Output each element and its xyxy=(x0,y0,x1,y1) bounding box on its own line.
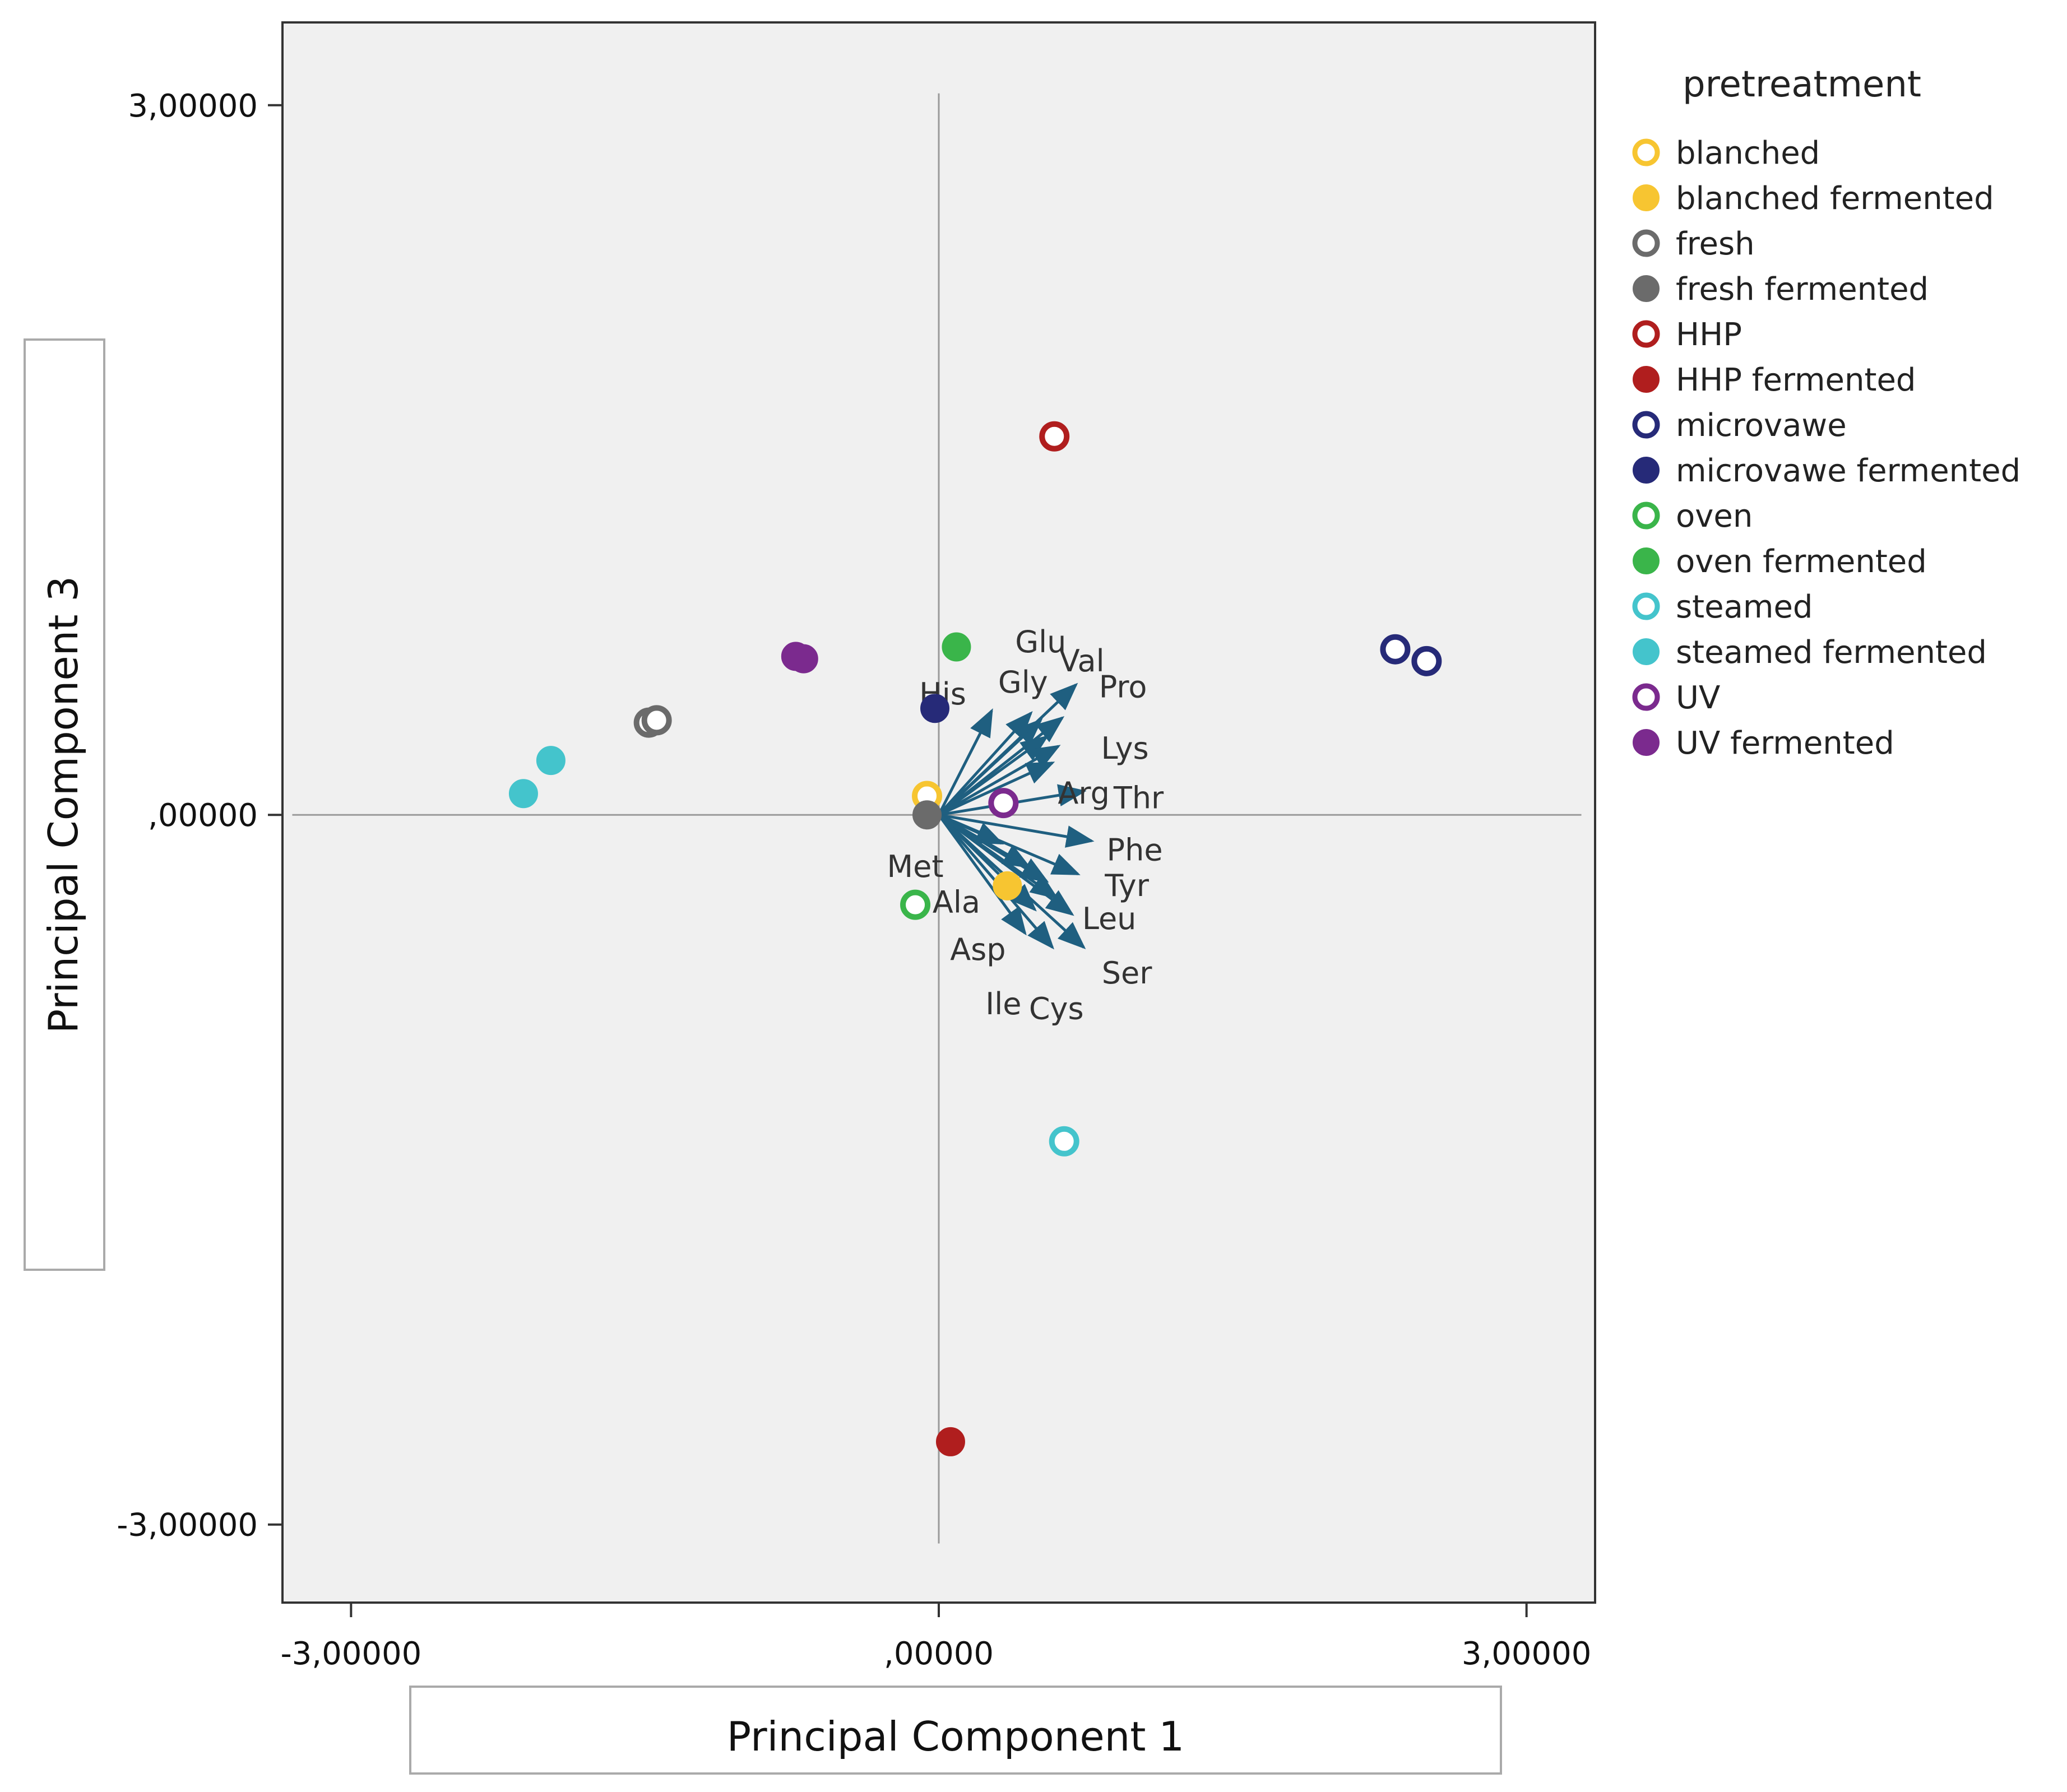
loading-label-thr: Thr xyxy=(1113,781,1164,816)
loading-arrow-lys xyxy=(938,735,1049,816)
loading-arrow-arg xyxy=(938,745,1061,816)
legend-label-microvawe-fermented: microvawe fermented xyxy=(1676,453,2020,489)
x-axis-title-box: Principal Component 1 xyxy=(409,1686,1502,1775)
legend-label-oven: oven xyxy=(1676,498,1753,535)
legend-marker-uv xyxy=(1632,683,1660,711)
point-fresh-fermented xyxy=(912,800,942,830)
y-ticks: 3,00000 ,00000 -3,00000 xyxy=(117,88,282,1544)
point-fresh xyxy=(641,705,672,736)
x-tick-label: 3,00000 xyxy=(1462,1636,1592,1672)
loading-label-ile: Ile xyxy=(985,986,1021,1022)
legend-label-blanched: blanched xyxy=(1676,135,1820,171)
legend-label-steamed: steamed xyxy=(1676,589,1813,625)
loading-label-ala: Ala xyxy=(933,884,980,920)
score-points xyxy=(508,421,1442,1456)
legend: pretreatment blanched blanched fermented f… xyxy=(1632,64,2020,762)
loading-label-ser: Ser xyxy=(1102,955,1153,991)
y-tick-label: ,00000 xyxy=(148,797,258,834)
legend-label-microvawe: microvawe xyxy=(1676,407,1847,444)
legend-marker-fresh-fermented xyxy=(1633,275,1660,302)
loading-label-tyr: Tyr xyxy=(1104,868,1150,903)
legend-label-fresh: fresh xyxy=(1676,226,1755,262)
loading-label-gly: Gly xyxy=(998,665,1048,700)
legend-marker-uv-fermented xyxy=(1633,729,1660,756)
legend-marker-steamed xyxy=(1632,592,1660,620)
legend-label-oven-fermented: oven fermented xyxy=(1676,544,1927,580)
legend-label-steamed-fermented: steamed fermented xyxy=(1676,634,1987,671)
point-uv-fermented xyxy=(789,644,818,674)
legend-marker-microvawe xyxy=(1632,411,1660,439)
legend-label-blanched-fermented: blanched fermented xyxy=(1676,180,1994,217)
y-axis-title-frame xyxy=(24,338,105,1271)
point-microvawe-fermented xyxy=(920,694,950,723)
y-tick-label: -3,00000 xyxy=(117,1507,258,1544)
point-oven-fermented xyxy=(942,632,971,662)
legend-marker-oven-fermented xyxy=(1633,547,1660,574)
loading-label-asp: Asp xyxy=(950,932,1005,967)
point-steamed-fermented xyxy=(508,779,538,809)
point-steamed xyxy=(1049,1126,1079,1157)
loading-arrow xyxy=(938,814,1059,899)
point-microvawe xyxy=(1411,646,1442,676)
legend-marker-fresh xyxy=(1632,229,1660,257)
legend-title: pretreatment xyxy=(1683,64,1921,105)
x-axis-title-frame xyxy=(409,1686,1502,1775)
point-hhp xyxy=(1039,421,1070,452)
point-uv xyxy=(988,788,1019,819)
loading-arrow-his xyxy=(937,708,993,816)
x-ticks: -3,00000 ,00000 3,00000 xyxy=(280,1603,1591,1672)
y-axis-title-box: Principal Component 3 xyxy=(24,338,105,1271)
legend-marker-steamed-fermented xyxy=(1633,638,1660,665)
legend-marker-hhp xyxy=(1632,320,1660,348)
point-microvawe xyxy=(1380,634,1411,665)
y-tick-label: 3,00000 xyxy=(128,88,258,124)
legend-marker-microvawe-fermented xyxy=(1633,457,1660,484)
loading-arrow-val xyxy=(938,683,1078,816)
loading-arrow-phe xyxy=(938,813,1095,848)
point-oven xyxy=(900,889,931,920)
point-hhp-fermented xyxy=(935,1427,965,1456)
loading-label-pro: Pro xyxy=(1099,669,1147,704)
x-tick-label: -3,00000 xyxy=(280,1636,421,1672)
legend-marker-blanched-fermented xyxy=(1633,184,1660,211)
legend-label-fresh-fermented: fresh fermented xyxy=(1676,271,1929,308)
loading-label-met: Met xyxy=(887,849,944,884)
loading-label-lys: Lys xyxy=(1101,731,1148,766)
legend-label-uv-fermented: UV fermented xyxy=(1676,725,1894,762)
loading-label-leu: Leu xyxy=(1082,901,1137,936)
point-steamed-fermented xyxy=(536,746,566,776)
legend-marker-blanched xyxy=(1632,138,1660,166)
legend-label-hhp: HHP xyxy=(1676,317,1742,353)
legend-marker-hhp-fermented xyxy=(1633,366,1660,393)
legend-items: blanched blanched fermented fresh fresh fer… xyxy=(1632,135,2020,762)
y-axis-title: Principal Component 3 xyxy=(40,576,87,1033)
loading-label-cys: Cys xyxy=(1029,991,1084,1026)
legend-marker-oven xyxy=(1632,502,1660,530)
loading-label-arg: Arg xyxy=(1058,776,1109,811)
x-axis-title: Principal Component 1 xyxy=(727,1713,1184,1760)
loading-label-phe: Phe xyxy=(1107,833,1163,868)
loading-label-glu: Glu xyxy=(1015,624,1066,660)
loading-label-val: Val xyxy=(1059,643,1105,679)
point-blanched-fermented xyxy=(993,871,1022,900)
legend-label-hhp-fermented: HHP fermented xyxy=(1676,362,1916,398)
x-tick-label: ,00000 xyxy=(884,1636,994,1672)
loading-arrow xyxy=(938,762,1055,816)
loading-arrow-ile xyxy=(937,814,1027,936)
legend-label-uv: UV xyxy=(1676,680,1720,716)
loading-arrow-met xyxy=(938,813,1004,845)
